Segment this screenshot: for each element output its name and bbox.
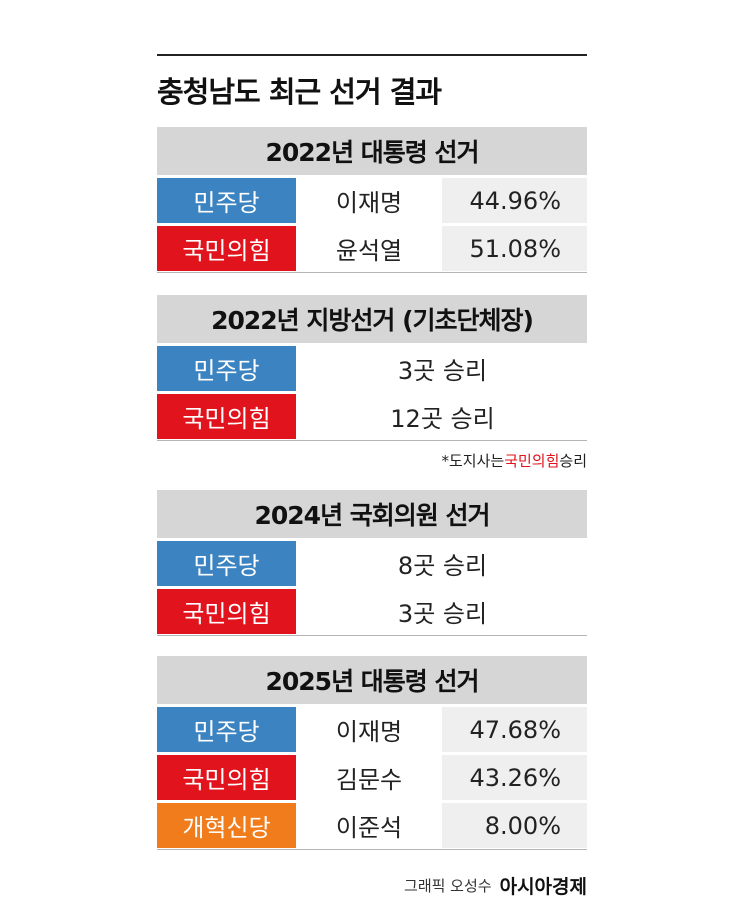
- result-cell: 43.26%: [442, 755, 587, 800]
- section-rule: [157, 440, 587, 441]
- credit: 그래픽 오성수: [404, 876, 492, 895]
- brand: 아시아경제: [499, 875, 587, 898]
- section-header: 2022년 대통령 선거: [157, 127, 587, 175]
- result-cell: 12곳 승리: [298, 394, 587, 439]
- result-cell: 8.00%: [442, 803, 587, 848]
- section-rule: [157, 849, 587, 850]
- result-cell: 44.96%: [442, 178, 587, 223]
- candidate-cell: 이준석: [298, 803, 440, 848]
- section-header: 2022년 지방선거 (기초단체장): [157, 295, 587, 343]
- note-highlight: 국민의힘: [504, 451, 560, 470]
- candidate-cell: 김문수: [298, 755, 440, 800]
- section-header: 2025년 대통령 선거: [157, 656, 587, 704]
- candidate-cell: 윤석열: [298, 226, 440, 271]
- result-cell: 51.08%: [442, 226, 587, 271]
- note-text: *도지사는: [441, 451, 505, 470]
- party-cell: 국민의힘: [157, 394, 296, 439]
- result-cell: 3곳 승리: [298, 346, 587, 391]
- title: 충청남도 최근 선거 결과: [157, 75, 442, 109]
- party-cell: 민주당: [157, 346, 296, 391]
- party-cell: 국민의힘: [157, 226, 296, 271]
- section-header: 2024년 국회의원 선거: [157, 490, 587, 538]
- result-cell: 3곳 승리: [298, 589, 587, 634]
- candidate-cell: 이재명: [298, 707, 440, 752]
- party-cell: 민주당: [157, 178, 296, 223]
- note-text: 승리: [559, 451, 587, 470]
- party-cell: 민주당: [157, 707, 296, 752]
- party-cell: 개혁신당: [157, 803, 296, 848]
- section-rule: [157, 635, 587, 636]
- result-cell: 47.68%: [442, 707, 587, 752]
- candidate-cell: 이재명: [298, 178, 440, 223]
- party-cell: 민주당: [157, 541, 296, 586]
- party-cell: 국민의힘: [157, 589, 296, 634]
- footer: 그래픽 오성수 아시아경제: [157, 870, 587, 900]
- top-rule: [157, 54, 587, 56]
- section-rule: [157, 272, 587, 273]
- party-cell: 국민의힘: [157, 755, 296, 800]
- result-cell: 8곳 승리: [298, 541, 587, 586]
- note: *도지사는 국민의힘 승리: [157, 448, 587, 472]
